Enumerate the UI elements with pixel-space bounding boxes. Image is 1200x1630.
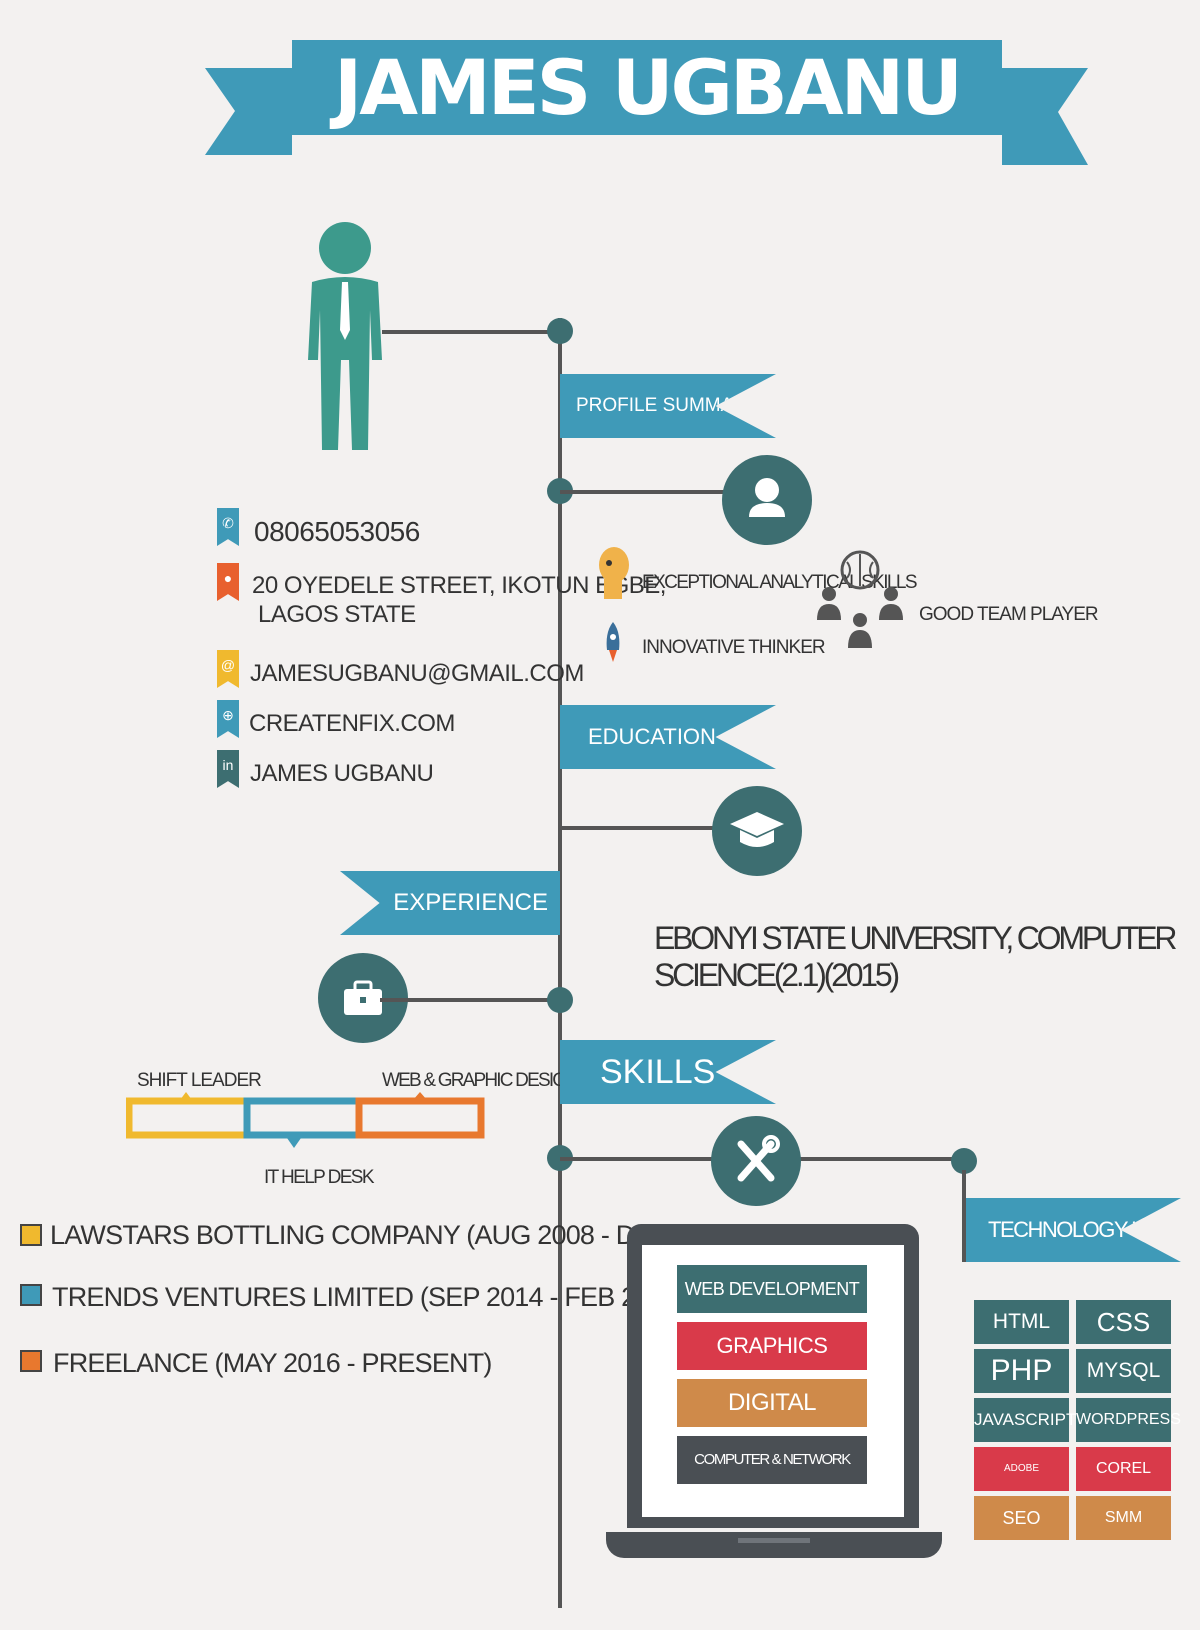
profile-summary-title: PROFILE SUMMARY [576,395,760,416]
graduation-cap-icon [730,812,784,847]
tech-javascript: JAVASCRIPT [974,1398,1076,1442]
education-circle [712,786,802,876]
phone-icon: ✆ [217,508,239,546]
tech-coreldraw: COREL DRAW [1076,1447,1171,1521]
person-icon [308,222,382,450]
experience-connector [380,998,560,1002]
experience-title: EXPERIENCE [393,889,548,916]
education-title: EDUCATION [588,724,716,749]
skill-item: GRAPHICS DESIGN [677,1322,867,1406]
technology-title: TECHNOLOGY USED [988,1217,1187,1242]
tools-icon [737,1135,780,1182]
role-shift-leader: SHIFT LEADER [137,1070,262,1091]
tech-wordpress: WORDPRESS [1076,1398,1181,1442]
legend-freelance [20,1350,42,1372]
experience-item: TRENDS VENTURES LIMITED (SEP 2014 - FEB … [52,1282,687,1312]
tech-php: PHP [974,1349,1069,1393]
title-ribbon-tails [205,68,1088,165]
experience-item: FREELANCE (MAY 2016 - PRESENT) [53,1348,492,1378]
location-pin-icon: ● [217,563,239,601]
skills-title: SKILLS [600,1053,716,1091]
linkedin-name[interactable]: JAMES UGBANU [250,760,434,787]
role-timeline-bar [126,1092,485,1148]
tech-css: CSS [1076,1300,1171,1344]
role-it-help-desk: IT HELP DESK [264,1167,375,1188]
skill-item: WEB DEVELOPMENT [677,1265,867,1313]
phone-number: 08065053056 [254,516,420,547]
timeline-node [951,1148,977,1174]
website-link[interactable]: CREATENFIX.COM [249,710,455,737]
technology-flag: TECHNOLOGY USED [966,1198,1181,1262]
tech-smm: SMM [1076,1496,1171,1540]
tech-seo: SEO [974,1496,1069,1540]
head-icon [599,547,629,599]
email-icon: @ [217,650,239,688]
profile-connector [560,490,730,494]
skills-circle [711,1116,801,1206]
experience-flag: EXPERIENCE [340,871,560,935]
timeline-line [558,318,562,1608]
timeline-node [547,987,573,1013]
skill-item: DIGITAL MARKETING [677,1379,867,1464]
legend-trends [20,1284,42,1306]
address-line1: 20 OYEDELE STREET, IKOTUN EGBE, [252,572,666,599]
tech-photoshop: ADOBE PHOTOSHOP [974,1447,1069,1518]
skills-flag: SKILLS [560,1040,776,1104]
education-flag: EDUCATION [560,705,776,769]
person-connector [382,330,560,334]
timeline-node [547,318,573,344]
linkedin-icon: in [217,750,239,788]
profile-avatar-circle [722,455,812,545]
globe-icon: ⊕ [217,700,239,738]
name-banner: JAMES UGBANU [292,40,1002,135]
address-line2: LAGOS STATE [258,601,416,628]
resume-name: JAMES UGBANU [334,43,963,132]
profile-summary-flag: PROFILE SUMMARY [560,374,776,438]
email-address[interactable]: JAMESUGBANU@GMAIL.COM [250,660,584,687]
legend-lawstars [20,1224,42,1246]
role-web-designer: WEB & GRAPHIC DESIGNER [382,1070,602,1091]
tech-html: HTML [974,1300,1069,1344]
user-icon [749,478,785,517]
trait-team: GOOD TEAM PLAYER [919,604,1099,625]
skill-item: COMPUTER & NETWORK MAINTENANCE [677,1436,867,1516]
tech-connector [962,1170,966,1262]
education-entry: EBONYI STATE UNIVERSITY, COMPUTER SCIENC… [654,920,1177,993]
tech-mysql: MYSQL [1076,1349,1171,1393]
education-connector [560,826,730,830]
briefcase-icon [344,980,382,1015]
laptop-base [606,1532,942,1558]
rocket-icon [606,622,620,662]
laptop-notch [738,1538,810,1543]
trait-innovative: INNOVATIVE THINKER [642,637,826,658]
team-brain-icon [817,550,903,648]
